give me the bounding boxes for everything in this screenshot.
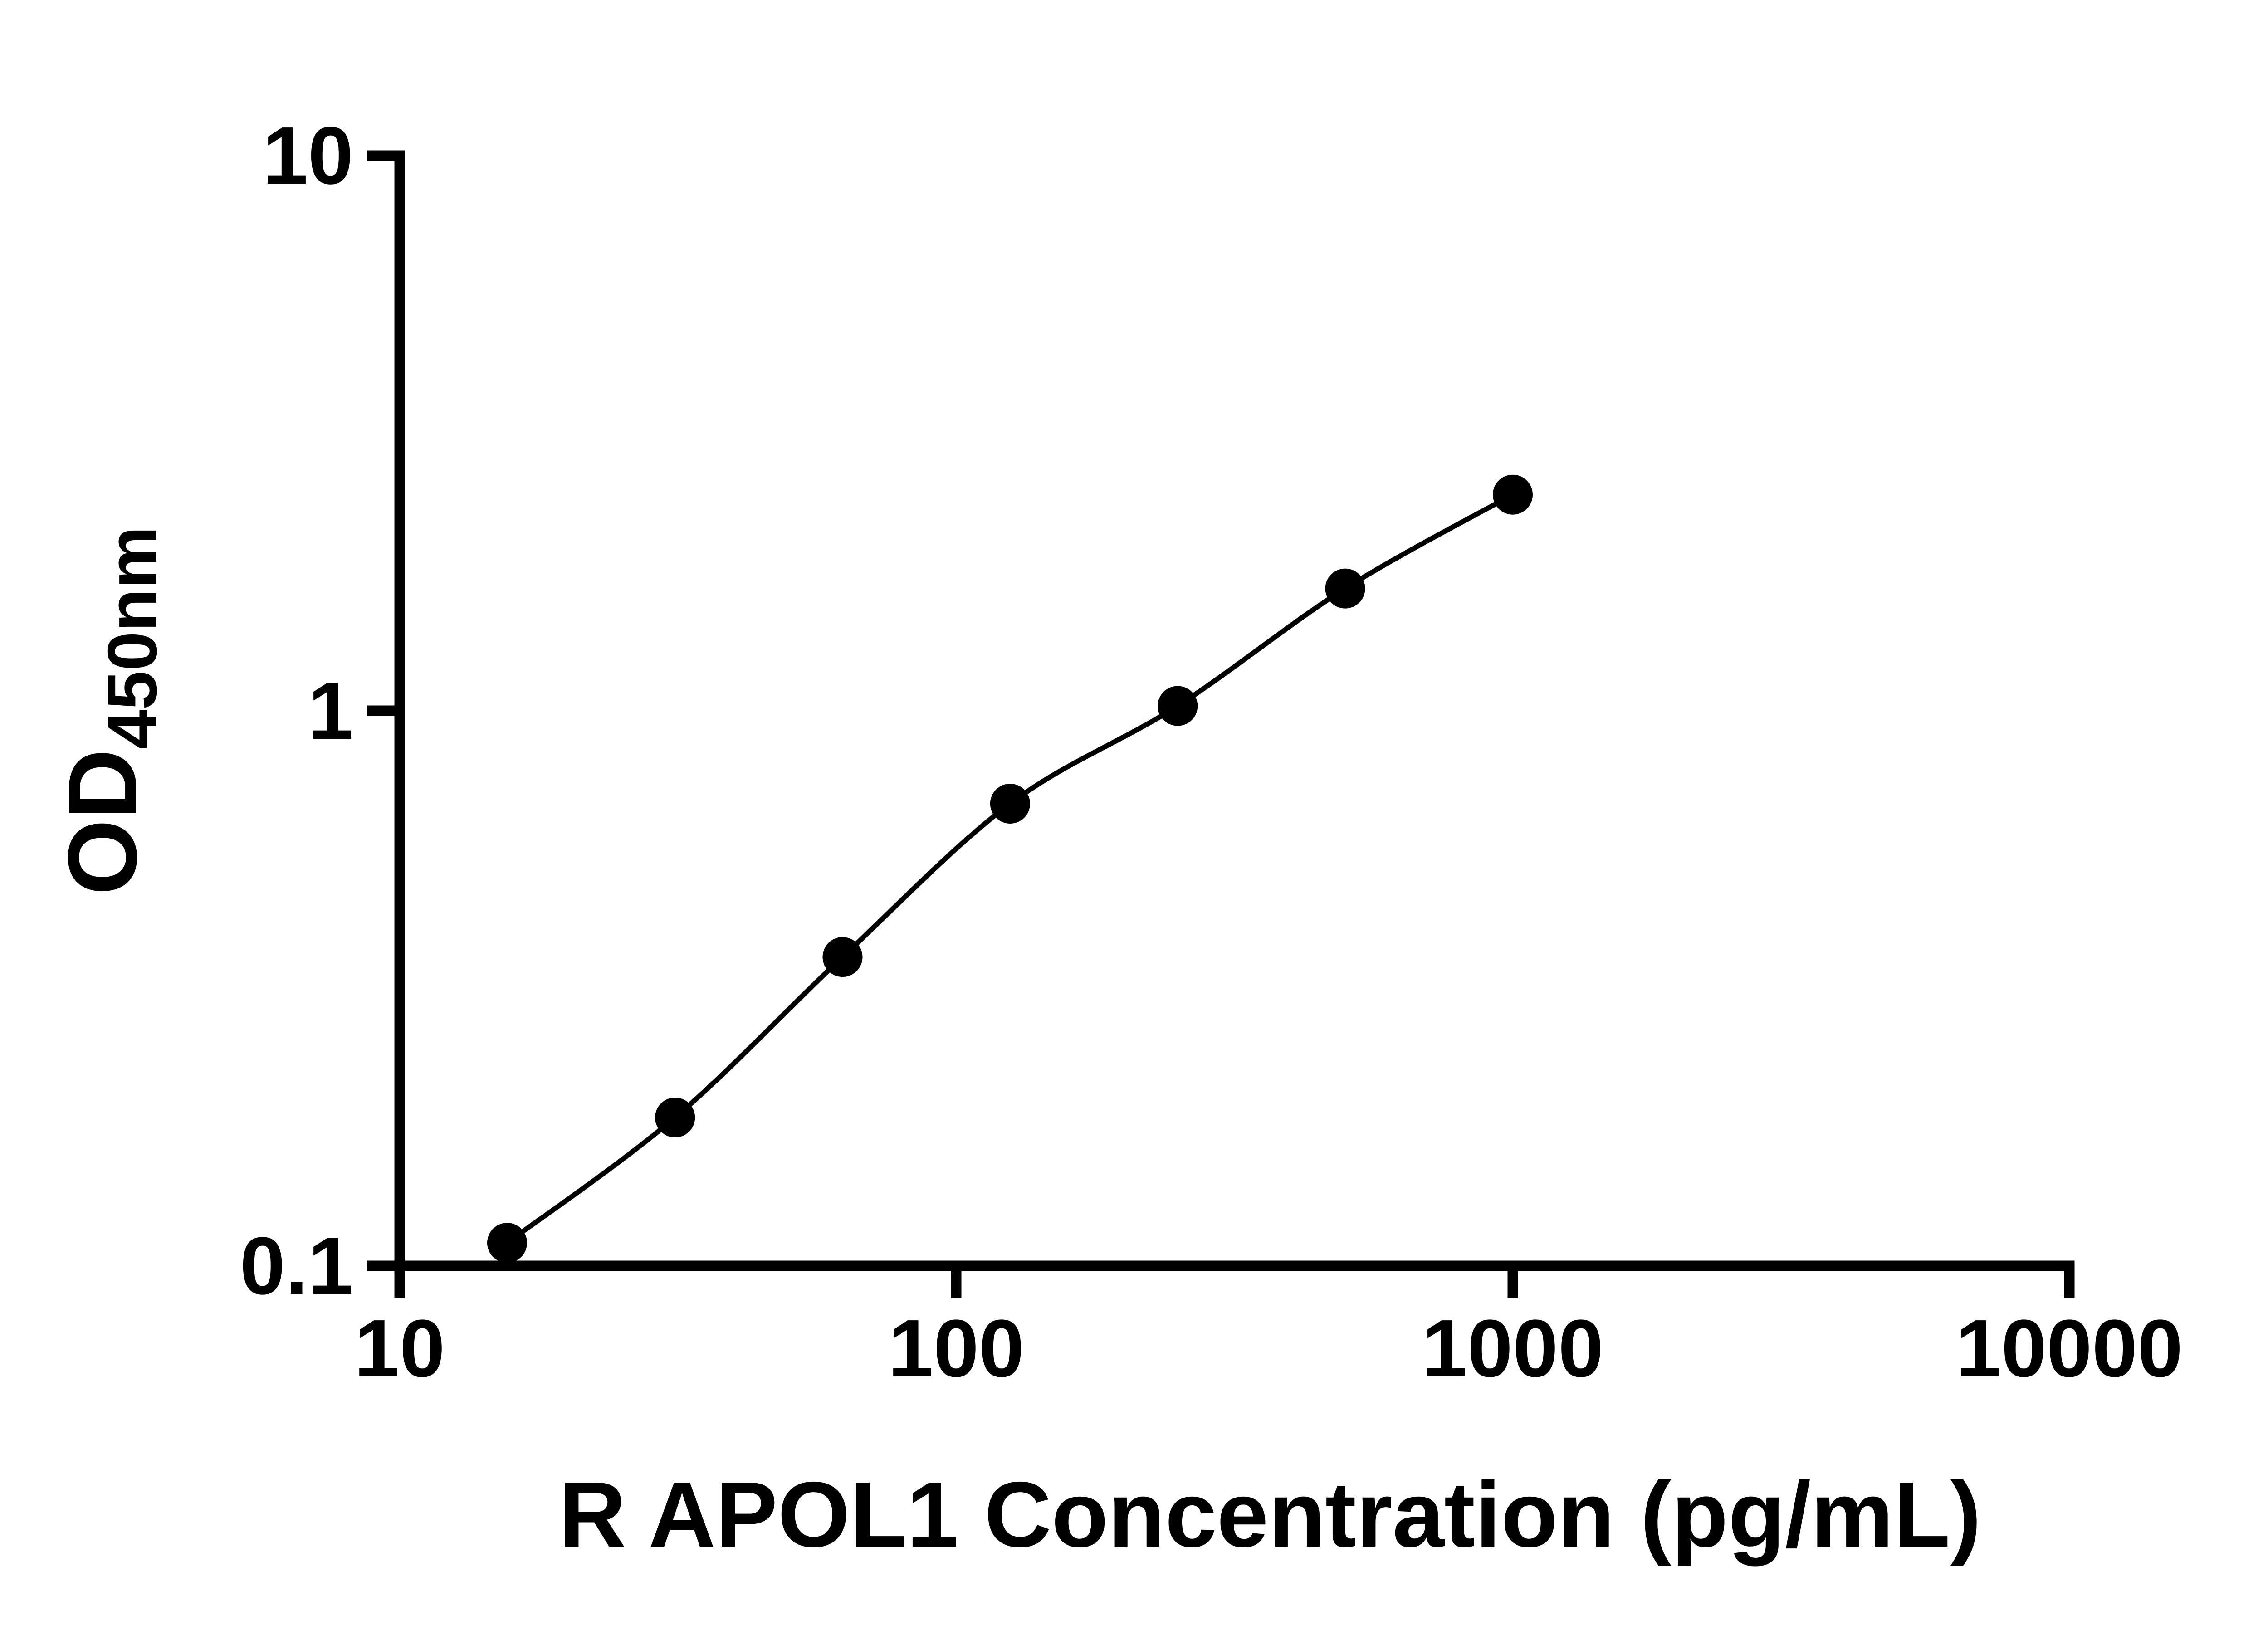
- data-point: [1325, 568, 1365, 609]
- x-tick-label: 10: [354, 1303, 445, 1394]
- y-tick-label: 10: [263, 110, 353, 201]
- x-tick-label: 100: [888, 1303, 1024, 1394]
- data-point: [990, 784, 1030, 824]
- data-point: [487, 1223, 527, 1263]
- plot-area: 10 100 1000 10000 0.1 1 10: [240, 110, 2183, 1394]
- axes: [394, 150, 2075, 1271]
- y-axis-title-main: OD: [48, 749, 157, 895]
- data-point: [1493, 474, 1533, 515]
- y-axis-title-sub: 450nm: [93, 526, 171, 749]
- x-tick-label: 10000: [1956, 1303, 2183, 1394]
- fit-curve: [505, 492, 1514, 1245]
- y-tick-label: 0.1: [240, 1220, 353, 1312]
- x-tick-label: 1000: [1422, 1303, 1603, 1394]
- x-axis-title: R APOL1 Concentration (pg/mL): [559, 1463, 1981, 1567]
- data-point: [1158, 686, 1198, 726]
- y-tick-label: 1: [308, 665, 353, 756]
- data-point: [822, 937, 863, 977]
- data-point: [655, 1098, 695, 1137]
- y-axis-title: OD450nm: [48, 526, 171, 895]
